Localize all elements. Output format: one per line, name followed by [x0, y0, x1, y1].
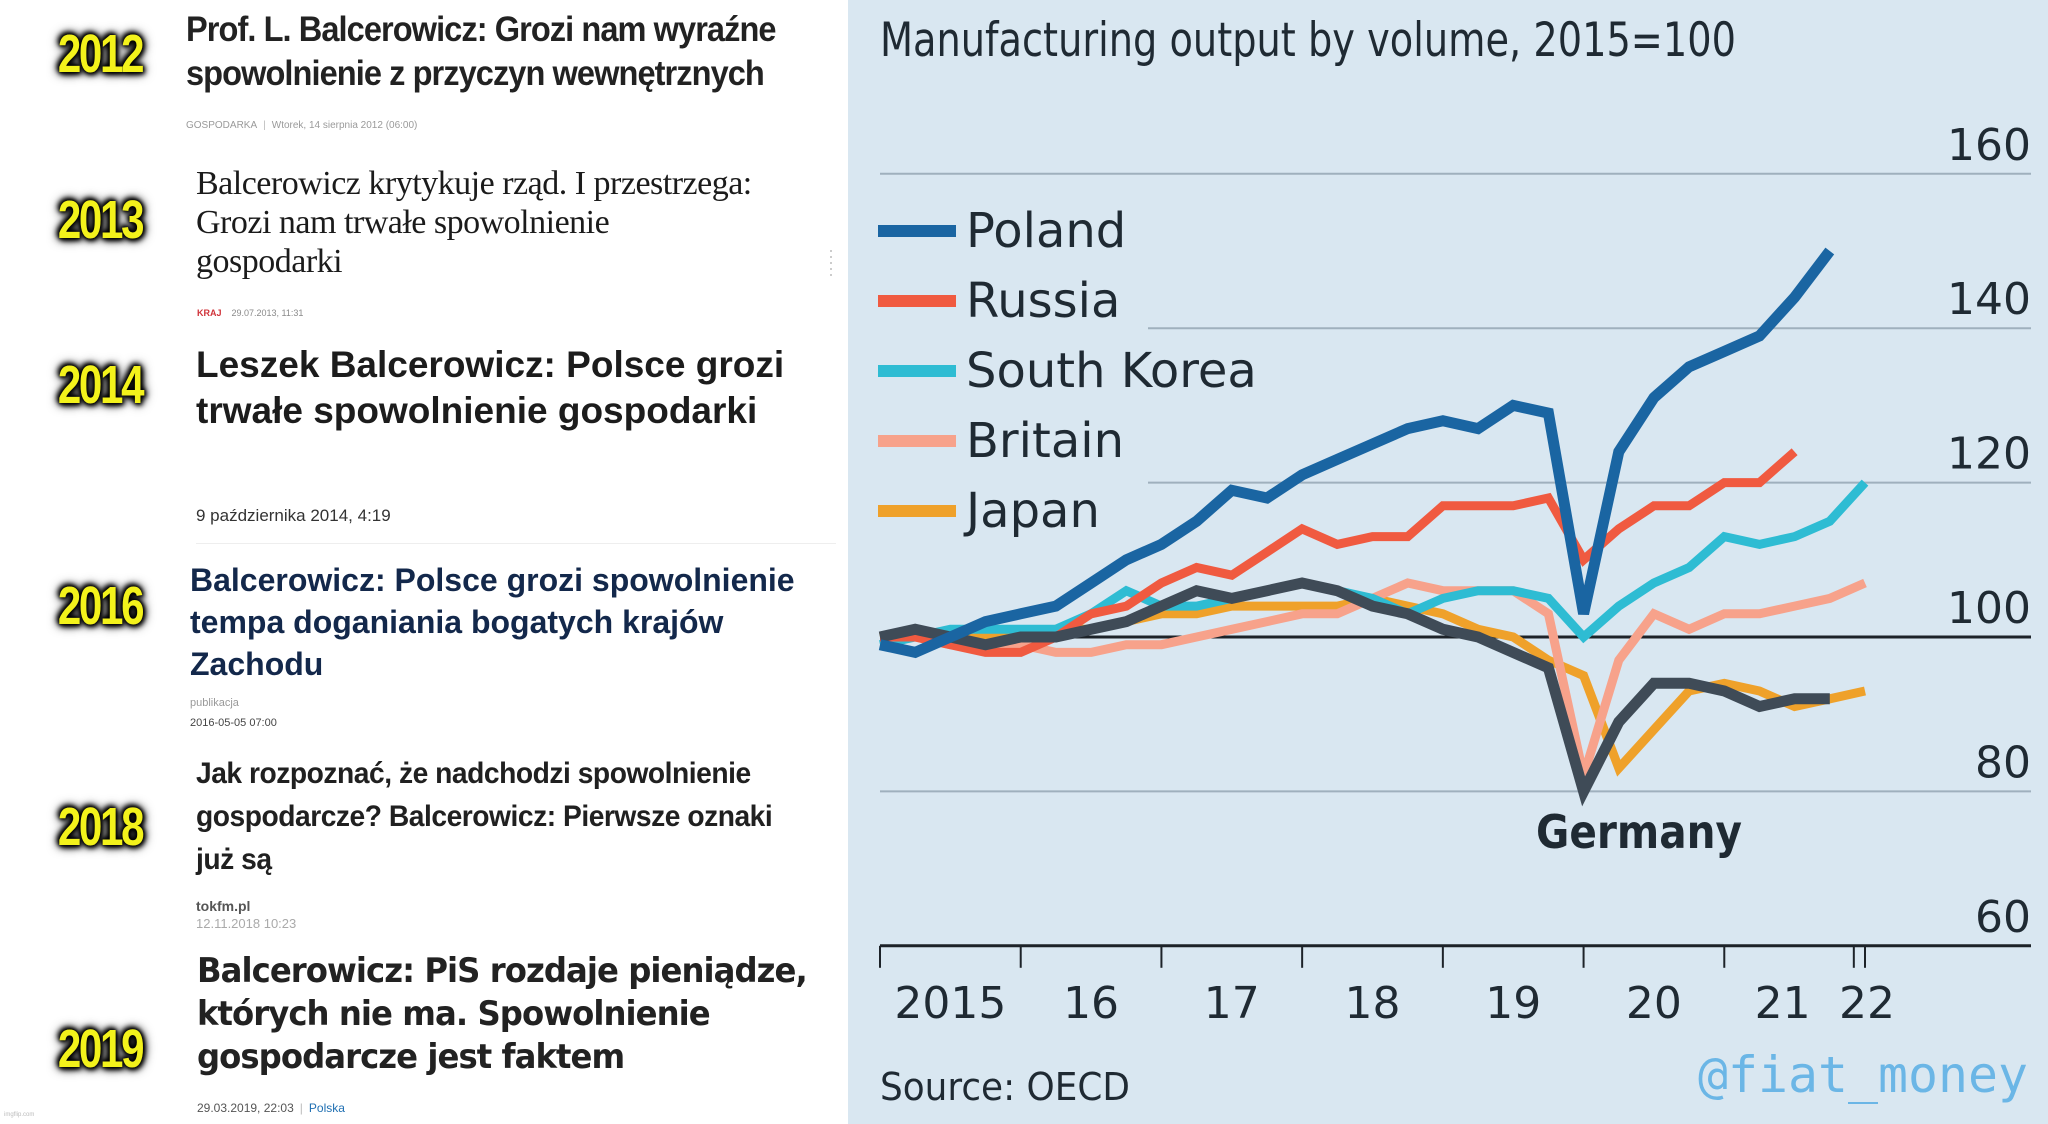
- headline-line: Zachodu: [190, 646, 324, 682]
- divider: [196, 543, 836, 544]
- legend: Poland Russia South Korea Britain Japan: [878, 203, 1257, 539]
- x-tick-label: 17: [1204, 978, 1260, 1029]
- series-line-germany: [878, 577, 1830, 807]
- legend-swatch-japan: [878, 505, 956, 517]
- headline-2012[interactable]: Prof. L. Balcerowicz: Grozi nam wyraźne …: [186, 8, 800, 96]
- y-tick-label: 120: [1947, 429, 2031, 480]
- article-date: 12.11.2018 10:23: [196, 916, 297, 931]
- headline-line: tempa doganiania bogatych krajów: [190, 604, 724, 640]
- y-tick-label: 80: [1975, 737, 2031, 788]
- series-line-poland: [878, 247, 1835, 659]
- headline-line: Jak rozpoznać, że nadchodzi spowolnienie: [196, 757, 751, 790]
- watermark: @fiat_money: [1698, 1046, 2028, 1104]
- year-badge: 2013: [57, 190, 145, 250]
- year-badge: 2016: [57, 576, 145, 636]
- imgflip-watermark: imgflip.com: [4, 1112, 35, 1118]
- x-tick-label: 20: [1626, 978, 1682, 1029]
- legend-label: Poland: [966, 203, 1126, 259]
- chart-source: Source: OECD: [880, 1065, 1130, 1109]
- meta-separator: |: [299, 1101, 303, 1115]
- x-tick-label: 2015: [894, 978, 1006, 1029]
- legend-swatch-britain: [878, 435, 956, 447]
- y-tick-label: 100: [1947, 583, 2031, 634]
- article-meta: KRAJ 29.07.2013, 11:31: [197, 308, 303, 318]
- legend-swatch-south-korea: [878, 365, 956, 377]
- y-tick-label: 160: [1947, 120, 2031, 171]
- legend-label: Britain: [966, 413, 1124, 469]
- headline-2013[interactable]: Balcerowicz krytykuje rząd. I przestrzeg…: [196, 164, 856, 281]
- headline-2018[interactable]: Jak rozpoznać, że nadchodzi spowolnienie…: [196, 752, 816, 881]
- article-date: Wtorek, 14 sierpnia 2012 (06:00): [271, 120, 418, 131]
- y-tick-label: 60: [1975, 892, 2031, 943]
- headline-line: Balcerowicz: PiS rozdaje pieniądze,: [197, 951, 808, 991]
- chart-title: Manufacturing output by volume, 2015=100: [880, 13, 1736, 68]
- series-line-japan: [879, 593, 1866, 777]
- headline-2019[interactable]: Balcerowicz: PiS rozdaje pieniądze, któr…: [197, 950, 824, 1079]
- headline-2016[interactable]: Balcerowicz: Polsce grozi spowolnienie t…: [190, 559, 850, 685]
- year-badge: 2012: [57, 24, 145, 84]
- article-date: 29.03.2019, 22:03: [197, 1101, 294, 1115]
- article-date: 2016-05-05 07:00: [190, 717, 277, 729]
- x-tick-label: 22: [1839, 978, 1895, 1029]
- legend-label: South Korea: [966, 343, 1257, 399]
- article-category[interactable]: GOSPODARKA: [186, 120, 258, 131]
- article-source[interactable]: tokfm.pl: [196, 898, 251, 914]
- headline-line: spowolnienie z przyczyn wewnętrznych: [186, 54, 765, 93]
- x-axis: 2015 16 17 18 19 20 21 22: [879, 944, 2031, 1029]
- headline-line: Balcerowicz krytykuje rząd. I przestrzeg…: [196, 165, 752, 202]
- chart-panel: Manufacturing output by volume, 2015=100…: [848, 0, 2048, 1124]
- headline-line: już są: [196, 843, 272, 876]
- article-meta: 29.03.2019, 22:03 | Polska: [197, 1101, 345, 1115]
- headline-line: których nie ma. Spowolnienie: [197, 994, 711, 1034]
- headline-line: Prof. L. Balcerowicz: Grozi nam wyraźne: [186, 10, 777, 49]
- headline-line: gospodarcze jest faktem: [197, 1037, 625, 1077]
- more-options-icon[interactable]: [830, 248, 832, 278]
- legend-swatch-russia: [878, 295, 956, 307]
- y-tick-label: 140: [1947, 274, 2031, 325]
- x-tick-label: 21: [1755, 978, 1811, 1029]
- headline-line: gospodarki: [196, 243, 343, 280]
- legend-swatch-poland: [878, 225, 956, 237]
- headline-line: trwałe spowolnienie gospodarki: [196, 390, 758, 431]
- x-tick-label: 19: [1485, 978, 1541, 1029]
- year-badge: 2019: [57, 1019, 145, 1079]
- germany-annotation: Germany: [1536, 805, 1742, 859]
- article-meta-label: publikacja: [190, 697, 239, 709]
- article-date: 29.07.2013, 11:31: [231, 308, 304, 318]
- series-line-south-korea: [879, 479, 1869, 650]
- article-category[interactable]: Polska: [308, 1101, 345, 1115]
- headline-line: Balcerowicz: Polsce grozi spowolnienie: [190, 562, 795, 598]
- series-line-russia: [880, 448, 1798, 657]
- headline-line: Grozi nam trwałe spowolnienie: [196, 204, 610, 241]
- article-date: 9 października 2014, 4:19: [196, 506, 391, 525]
- line-chart: Manufacturing output by volume, 2015=100…: [878, 13, 2031, 1109]
- meta-separator: |: [263, 120, 266, 131]
- headline-line: Leszek Balcerowicz: Polsce grozi: [196, 344, 785, 385]
- y-axis-labels: 80 100 120 140 160 60: [1947, 120, 2031, 943]
- x-tick-label: 16: [1063, 978, 1119, 1029]
- headline-2014[interactable]: Leszek Balcerowicz: Polsce grozi trwałe …: [196, 342, 856, 434]
- headlines-panel: 2012 Prof. L. Balcerowicz: Grozi nam wyr…: [0, 0, 848, 1124]
- x-tick-label: 18: [1345, 978, 1401, 1029]
- legend-label: Japan: [963, 483, 1100, 539]
- article-meta: GOSPODARKA | Wtorek, 14 sierpnia 2012 (06:…: [186, 120, 417, 131]
- series-lines: [878, 247, 1869, 807]
- year-badge: 2018: [57, 797, 145, 857]
- year-badge: 2014: [57, 355, 145, 415]
- legend-label: Russia: [966, 273, 1120, 329]
- headline-line: gospodarcze? Balcerowicz: Pierwsze oznak…: [196, 800, 773, 833]
- article-category[interactable]: KRAJ: [197, 308, 222, 318]
